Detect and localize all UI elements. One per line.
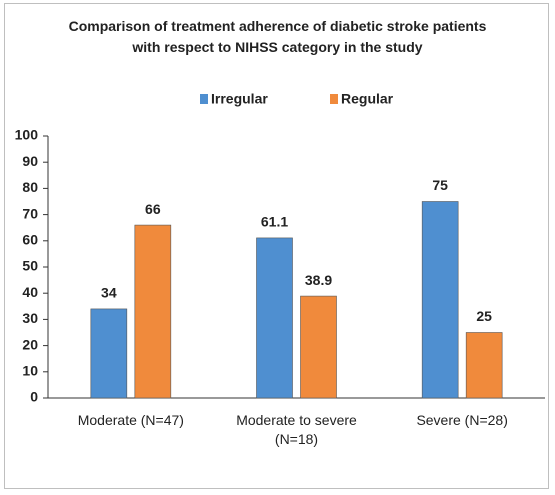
bar [421,201,459,399]
x-tick-label: Moderate to severe (N=18) [236,412,357,447]
data-label: 38.9 [305,272,332,288]
y-tick-label: 90 [22,153,38,169]
y-tick-label: 80 [22,179,38,195]
bar [465,332,503,399]
chart-title: Comparison of treatment adherence of dia… [68,18,487,55]
data-label: 34 [101,285,117,301]
data-label: 75 [432,177,448,193]
y-tick-label: 20 [22,336,38,352]
bar [300,295,337,399]
y-tick-label: 10 [22,363,38,379]
bar [256,237,293,399]
y-tick-label: 30 [22,310,38,326]
y-tick-label: 70 [22,205,38,221]
legend-label: Regular [341,91,394,107]
data-label: 66 [145,201,161,217]
legend-label: Irregular [211,91,268,107]
x-tick-label: Severe (N=28) [416,412,508,428]
y-tick-label: 60 [22,232,38,248]
data-label: 25 [476,308,492,324]
y-tick-label: 40 [22,284,38,300]
y-tick-label: 50 [22,258,38,274]
bar [90,308,128,399]
y-tick-label: 100 [15,127,39,143]
x-tick-label: Moderate (N=47) [77,412,184,428]
legend-swatch [330,94,338,104]
bar [134,224,172,399]
chart-frame [4,3,549,489]
legend-swatch [200,94,208,104]
data-label: 61.1 [261,214,288,230]
y-tick-label: 0 [30,389,38,405]
